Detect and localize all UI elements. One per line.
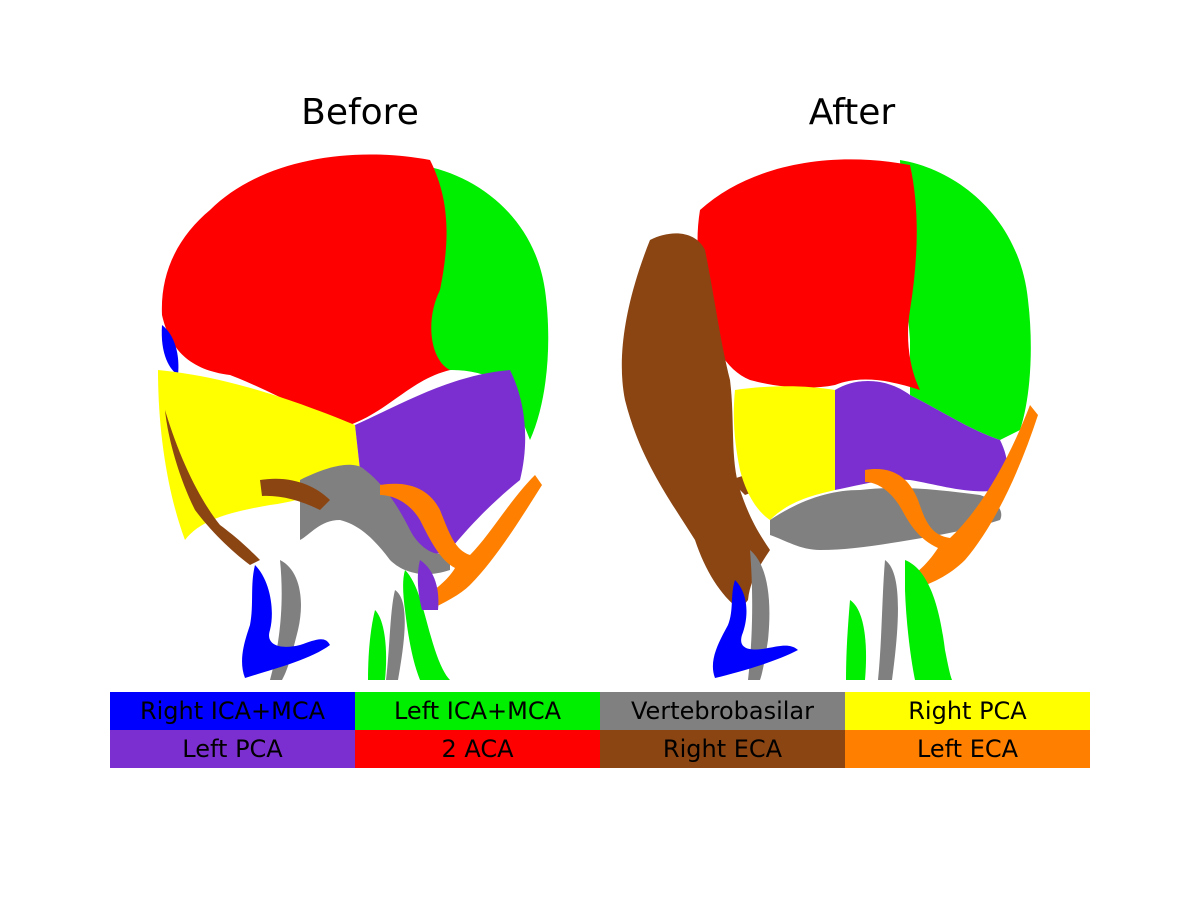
region-right-pca xyxy=(158,370,360,540)
legend-label: Left ECA xyxy=(916,735,1019,763)
legend-right-ica-mca: Right ICA+MCA xyxy=(110,692,355,730)
region-right-ica-neck xyxy=(712,580,798,678)
legend-vertebrobasilar: Vertebrobasilar xyxy=(600,692,845,730)
legend-label: Vertebrobasilar xyxy=(631,697,814,725)
region-left-ica-neck xyxy=(905,560,952,680)
region-vertebrobasilar xyxy=(300,464,450,575)
territory-legend: Right ICA+MCA Left ICA+MCA Vertebrobasil… xyxy=(110,692,1090,768)
region-vertebrobasilar-neck-right xyxy=(878,560,898,680)
legend-label: Right ICA+MCA xyxy=(139,697,326,725)
region-vertebrobasilar-neck-left xyxy=(748,550,770,680)
region-right-pca xyxy=(733,386,835,520)
before-perfusion-map xyxy=(158,154,549,680)
region-2-aca xyxy=(161,154,450,425)
region-right-ica-mca-top xyxy=(161,325,179,375)
legend-left-eca: Left ECA xyxy=(845,730,1090,768)
legend-label: Left PCA xyxy=(182,735,283,763)
legend-right-eca: Right ECA xyxy=(600,730,845,768)
region-left-eca xyxy=(380,475,542,610)
legend-label: Right PCA xyxy=(908,697,1027,725)
region-2-aca xyxy=(697,159,920,390)
region-right-eca xyxy=(621,233,770,610)
after-perfusion-map xyxy=(621,159,1038,680)
region-left-eca xyxy=(865,405,1038,590)
legend-label: Right ECA xyxy=(662,735,783,763)
region-vertebrobasilar xyxy=(770,487,1002,550)
legend-label: Left ICA+MCA xyxy=(393,697,562,725)
legend-label: 2 ACA xyxy=(441,735,514,763)
region-vertebrobasilar-neck-right xyxy=(386,590,405,680)
region-left-ica-neck xyxy=(403,570,450,680)
before-title: Before xyxy=(301,92,419,133)
legend-left-ica-mca: Left ICA+MCA xyxy=(355,692,600,730)
after-title: After xyxy=(808,92,896,133)
region-left-ica-neck-2 xyxy=(368,610,387,680)
region-right-ica-neck xyxy=(242,565,330,678)
legend-right-pca: Right PCA xyxy=(845,692,1090,730)
legend-left-pca: Left PCA xyxy=(110,730,355,768)
region-left-ica-mca xyxy=(900,160,1031,440)
region-left-pca xyxy=(835,380,1008,492)
region-left-pca-neck xyxy=(417,560,439,610)
region-right-eca-2 xyxy=(260,478,330,510)
region-left-ica-neck-2 xyxy=(846,600,867,680)
legend-2-aca: 2 ACA xyxy=(355,730,600,768)
